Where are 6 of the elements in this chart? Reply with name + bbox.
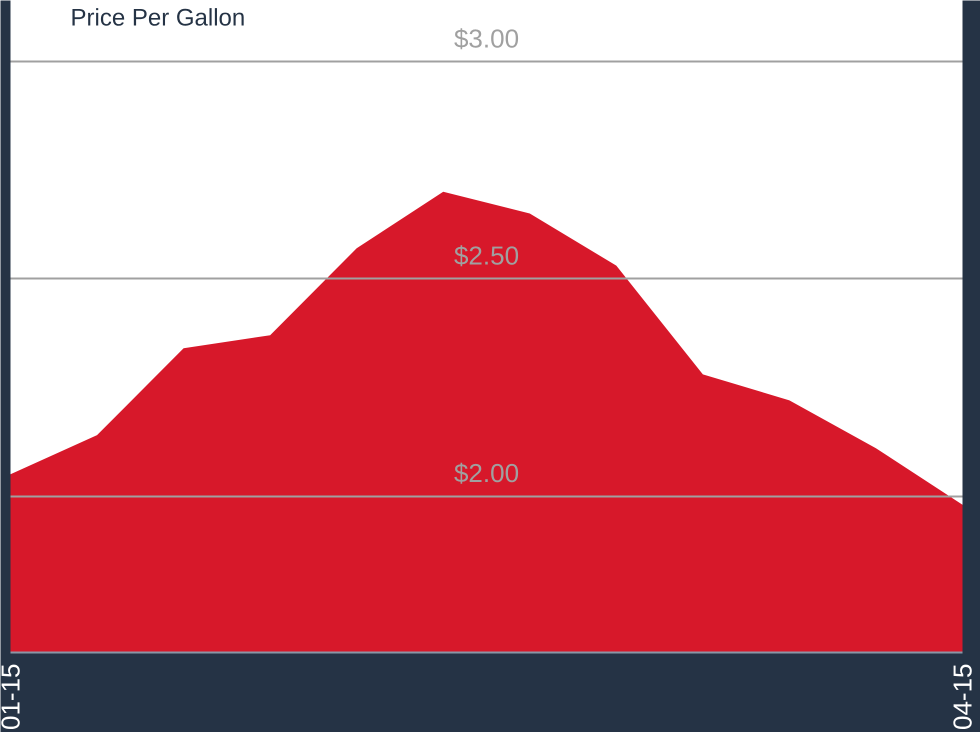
y-tick-label: $3.00 xyxy=(454,23,520,54)
x-tick-label: 04-15 xyxy=(948,664,978,730)
y-tick-label: $2.00 xyxy=(454,458,520,488)
chart-title: Price Per Gallon xyxy=(70,4,246,32)
x-tick-label: 01-15 xyxy=(0,664,26,730)
y-tick-label: $2.50 xyxy=(454,240,520,271)
